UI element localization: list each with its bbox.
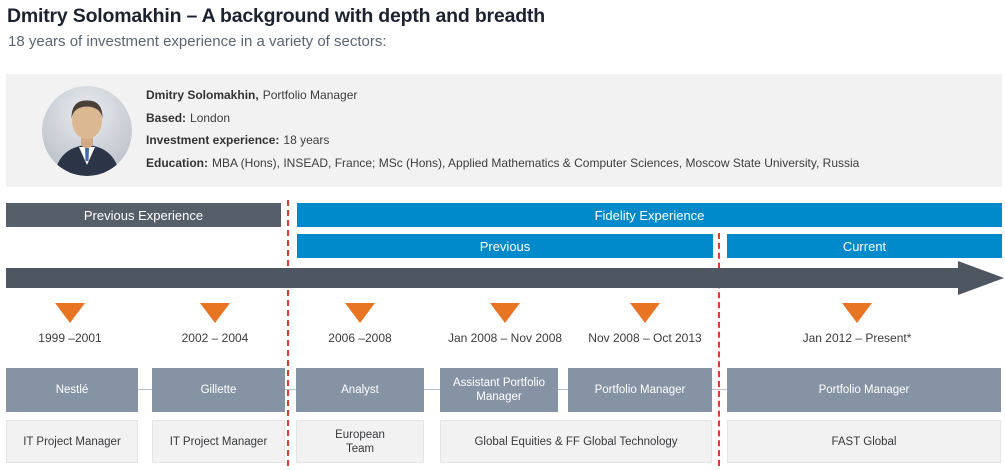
box-connector xyxy=(285,389,296,390)
timeline-marker-icon xyxy=(490,303,520,323)
section-fidelity-previous: Previous xyxy=(297,234,713,258)
education-value: MBA (Hons), INSEAD, France; MSc (Hons), … xyxy=(212,155,860,170)
timeline-date: 1999 –2001 xyxy=(38,331,102,345)
org-box-portfolio-manager-current: Portfolio Manager xyxy=(727,368,1001,412)
profile-details: Dmitry Solomakhin, Portfolio Manager Base… xyxy=(146,88,859,170)
timeline-marker-icon xyxy=(630,303,660,323)
section-fidelity-current: Current xyxy=(727,234,1002,258)
org-box-analyst: Analyst xyxy=(296,368,424,412)
timeline-marker-icon xyxy=(345,303,375,323)
role-box-fast-global: FAST Global xyxy=(727,420,1001,463)
divider-previous-current xyxy=(718,233,720,466)
profile-based-line: Based: London xyxy=(146,111,859,125)
box-connector xyxy=(138,389,152,390)
org-box-portfolio-manager: Portfolio Manager xyxy=(568,368,712,412)
timeline-date: Nov 2008 – Oct 2013 xyxy=(588,331,702,345)
experience-label: Investment experience: xyxy=(146,133,280,147)
timeline-date: 2006 –2008 xyxy=(328,331,392,345)
org-box-nestle: Nestlé xyxy=(6,368,138,412)
role-box-european-team-label: European Team xyxy=(335,428,385,455)
experience-value: 18 years xyxy=(283,133,330,147)
timeline-date: 2002 – 2004 xyxy=(181,331,249,345)
role-box-it-project-manager-1: IT Project Manager xyxy=(6,420,138,463)
timeline-marker-icon xyxy=(842,303,872,323)
portrait-photo xyxy=(42,86,132,176)
profile-experience-line: Investment experience: 18 years xyxy=(146,133,859,147)
role-box-european-team: European Team xyxy=(296,420,424,463)
box-connector xyxy=(558,389,568,390)
timeline-date: Jan 2008 – Nov 2008 xyxy=(447,331,563,345)
section-previous-experience: Previous Experience xyxy=(6,203,281,227)
education-label: Education: xyxy=(146,155,208,170)
based-value: London xyxy=(190,110,231,125)
org-box-gillette: Gillette xyxy=(152,368,285,412)
timeline-arrow-icon xyxy=(6,261,1004,295)
timeline-date: Jan 2012 – Present* xyxy=(802,331,912,345)
profile-name: Dmitry Solomakhin, xyxy=(146,88,259,102)
role-box-it-project-manager-2: IT Project Manager xyxy=(152,420,285,463)
role-box-global-equities: Global Equities & FF Global Technology xyxy=(440,420,712,463)
page-title: Dmitry Solomakhin – A background with de… xyxy=(7,5,545,27)
timeline-marker-icon xyxy=(200,303,230,323)
profile-role: Portfolio Manager xyxy=(262,88,358,102)
person-avatar-icon xyxy=(42,86,132,176)
section-fidelity-experience: Fidelity Experience xyxy=(297,203,1002,227)
page-subtitle: 18 years of investment experience in a v… xyxy=(8,33,387,50)
timeline-marker-icon xyxy=(55,303,85,323)
box-connector xyxy=(424,389,440,390)
profile-card: Dmitry Solomakhin, Portfolio Manager Base… xyxy=(6,74,1002,187)
profile-education-line: Education: MBA (Hons), INSEAD, France; MS… xyxy=(146,156,859,170)
divider-previous-fidelity xyxy=(287,200,289,466)
profile-name-line: Dmitry Solomakhin, Portfolio Manager xyxy=(146,88,859,102)
org-box-assistant-pm: Assistant Portfolio Manager xyxy=(440,368,558,412)
based-label: Based: xyxy=(146,110,187,125)
